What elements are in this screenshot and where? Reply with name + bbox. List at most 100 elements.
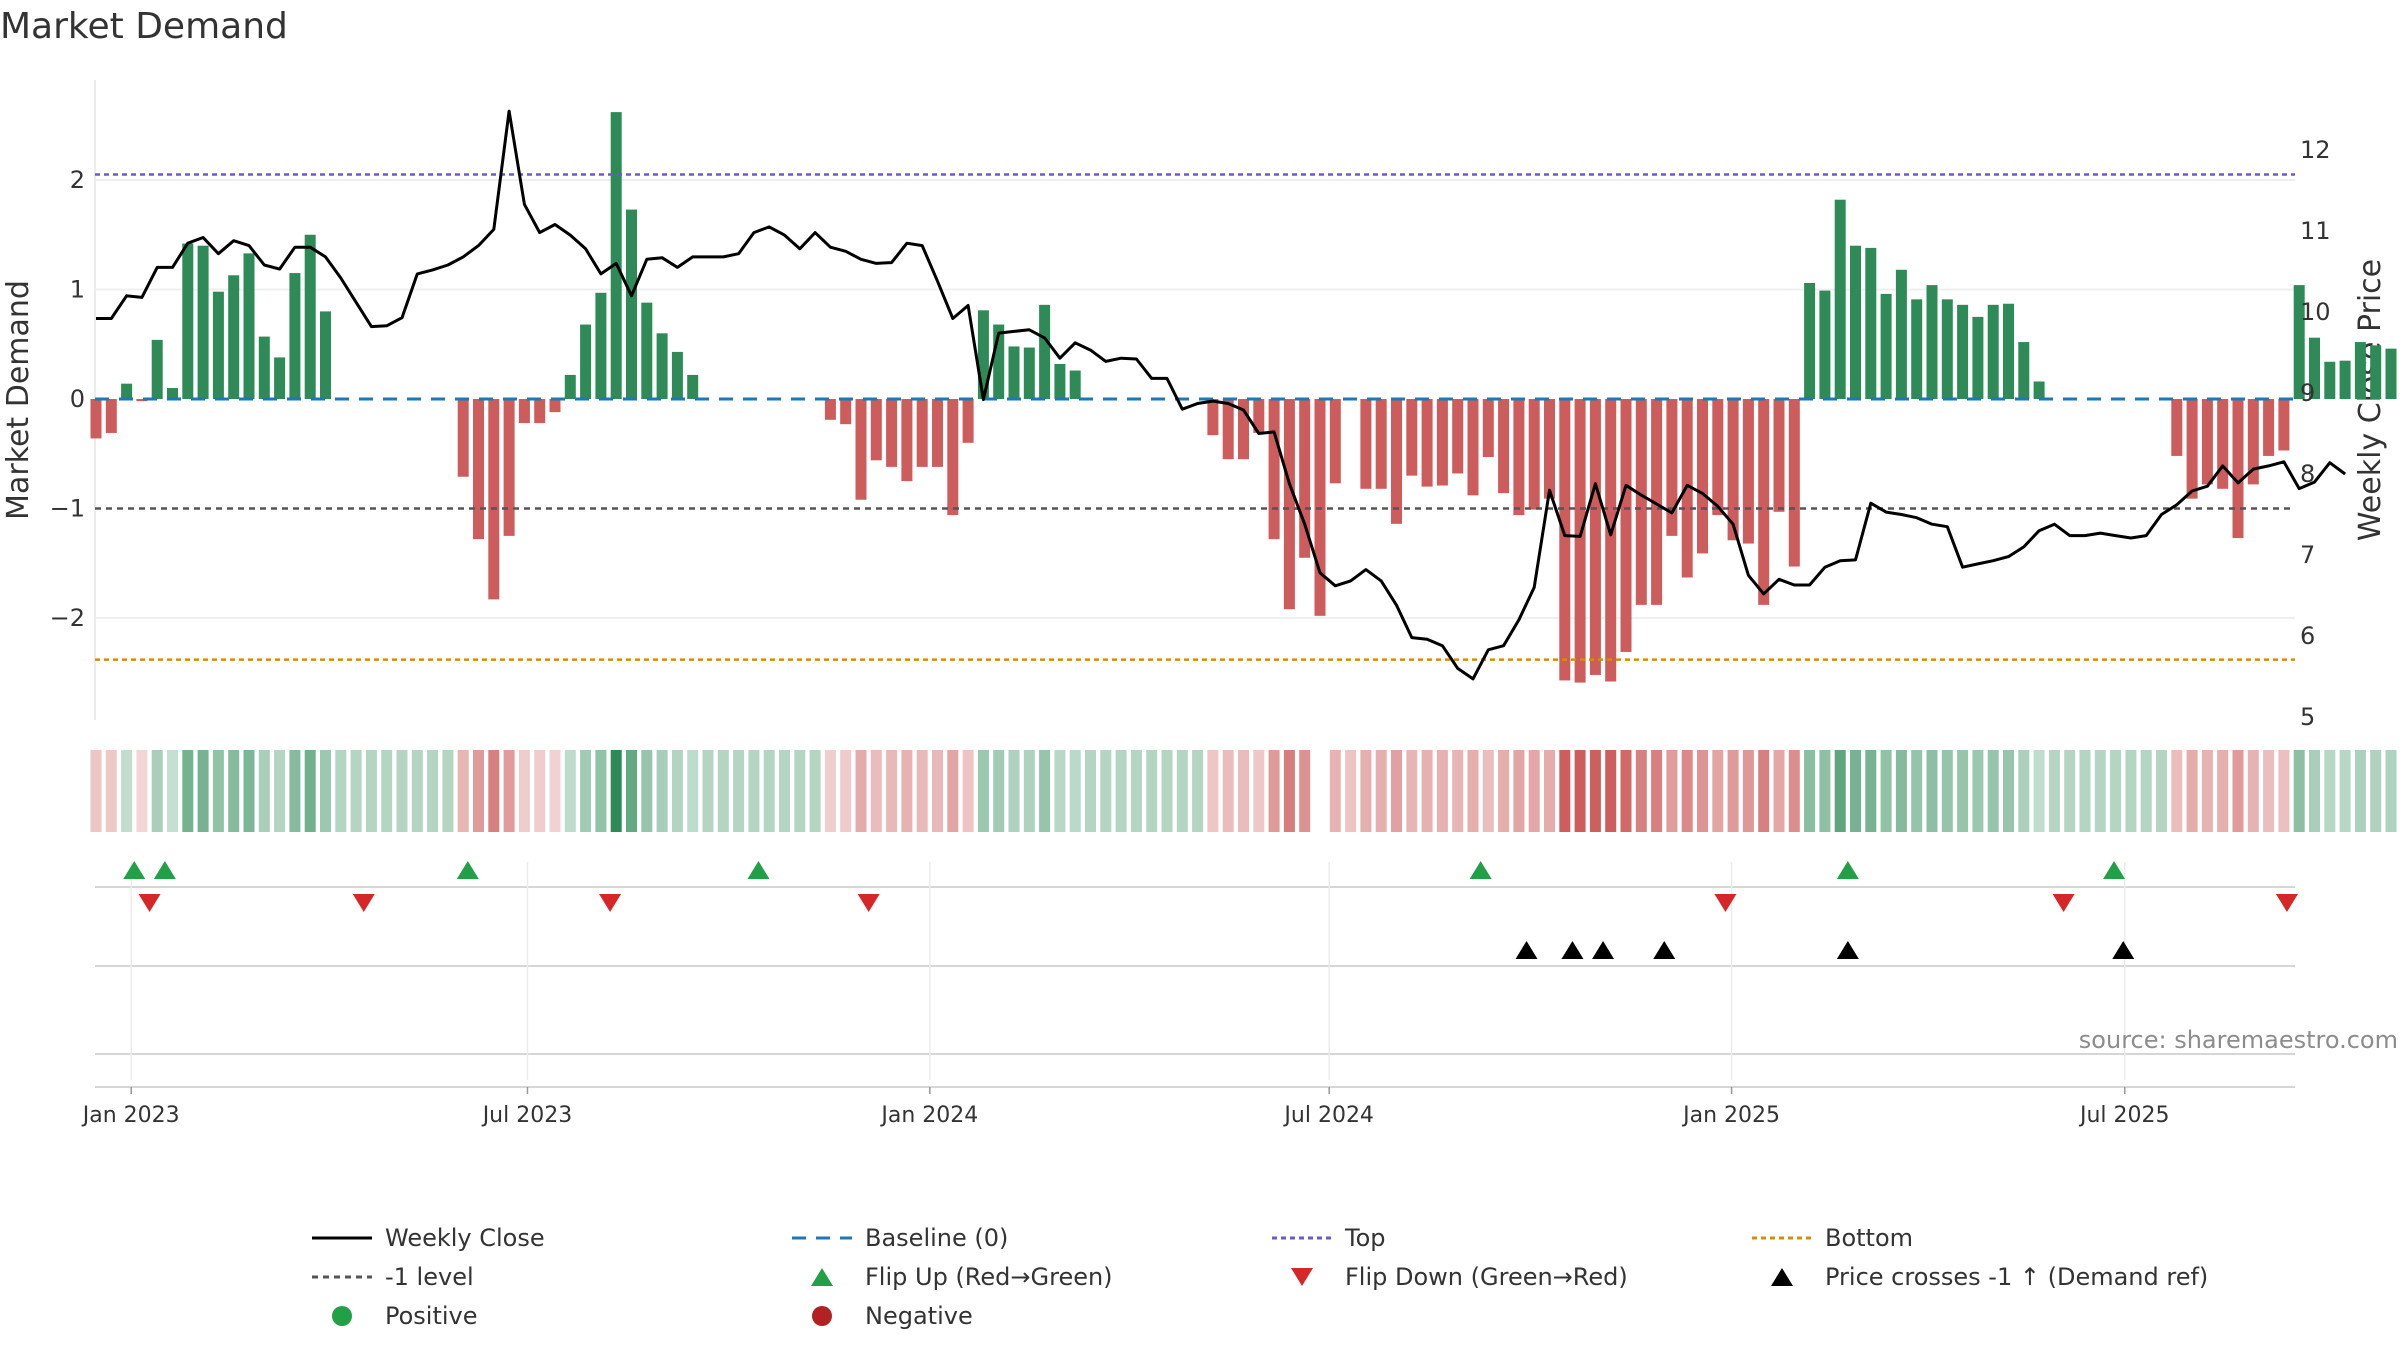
heat-cell [672,750,683,832]
heat-cell [1054,750,1065,832]
legend-flip-down: Flip Down (Green→Red) [1291,1263,1628,1291]
heat-cell [1238,750,1249,832]
demand-bars [91,112,2400,682]
heat-cell [305,750,316,832]
y-tick-right-label: 10 [2300,298,2331,326]
price-cross-marker [1561,941,1583,959]
heat-cell [2049,750,2060,832]
legend-label: Negative [865,1302,973,1330]
flip-down-marker [2053,894,2075,912]
demand-bar [1330,399,1341,483]
heat-cell [1146,750,1157,832]
heat-cell [1269,750,1280,832]
heat-cell [1223,750,1234,832]
demand-bar [1207,399,1218,435]
heat-cell [2248,750,2259,832]
heat-cell [259,750,270,832]
y-tick-right-label: 11 [2300,217,2331,245]
demand-bar [1498,399,1509,493]
heat-cell [2125,750,2136,832]
demand-bar [565,375,576,399]
heat-cell [2233,750,2244,832]
y-tick-left-label: 0 [70,385,85,413]
demand-bar [1513,399,1524,515]
demand-bar [1223,399,1234,459]
heat-cell [412,750,423,832]
heat-cell [810,750,821,832]
demand-bar [1406,399,1417,476]
demand-bar [856,399,867,500]
heat-cell [136,750,147,832]
heat-cell [1605,750,1616,832]
demand-bar [1070,371,1081,399]
legend-label: -1 level [385,1263,474,1291]
demand-bar [2018,342,2029,399]
legend-label: Positive [385,1302,478,1330]
heat-cell [289,750,300,832]
heat-cell [2278,750,2289,832]
legend-label: Weekly Close [385,1224,545,1252]
demand-bar [1636,399,1647,605]
flip-down-marker [353,894,375,912]
demand-bar [611,112,622,399]
heat-cell [580,750,591,832]
demand-bar [182,244,193,399]
heat-cell [1529,750,1540,832]
y-tick-right-label: 12 [2300,136,2331,164]
heat-cell [978,750,989,832]
heat-cell [2309,750,2320,832]
heat-cell [2386,750,2397,832]
demand-bar [687,375,698,399]
demand-bar [91,399,102,438]
heat-cell [886,750,897,832]
heat-cell [1896,750,1907,832]
demand-bar [1942,299,1953,399]
demand-bar [626,210,637,399]
demand-bar [534,399,545,423]
heat-cell [794,750,805,832]
demand-bar [289,273,300,399]
demand-bar [2003,304,2014,399]
demand-bar [1789,399,1800,567]
legend-baseline: Baseline (0) [792,1224,1008,1252]
heat-cell [1988,750,1999,832]
heat-cell [381,750,392,832]
demand-bar [1054,364,1065,399]
demand-bar [1039,305,1050,399]
heat-cell [703,750,714,832]
heat-cell [550,750,561,832]
demand-bar [1774,399,1785,512]
demand-bar [2187,399,2198,499]
demand-bar [2263,399,2274,456]
heat-cell [106,750,117,832]
heat-cell [335,750,346,832]
y-axis-label-right: Weekly Close Price [2353,259,2388,541]
x-tick-label: Jan 2024 [879,1103,978,1128]
heat-cell [1682,750,1693,832]
heat-cell [2034,750,2045,832]
heat-cell [917,750,928,832]
x-tick-label: Jul 2025 [2078,1103,2170,1128]
demand-bar [1284,399,1295,609]
heat-cell [1927,750,1938,832]
demand-bar [595,293,606,399]
heat-cell [641,750,652,832]
flip-down-marker [2276,894,2298,912]
price-cross-marker [2112,941,2134,959]
flip-down-marker [1714,894,1736,912]
heat-cell [1575,750,1586,832]
heat-cell [1758,750,1769,832]
demand-bar [1468,399,1479,495]
heat-cell [1330,750,1341,832]
demand-bar [2217,399,2228,489]
demand-bar [672,352,683,399]
y-tick-right-label: 8 [2300,460,2315,488]
legend-bottom: Bottom [1752,1224,1913,1252]
legend-flip-up: Flip Up (Red→Green) [811,1263,1113,1291]
flip-up-marker [154,861,176,879]
heat-cell [1299,750,1310,832]
demand-bar [473,399,484,539]
legend-minus-one: -1 level [312,1263,474,1291]
